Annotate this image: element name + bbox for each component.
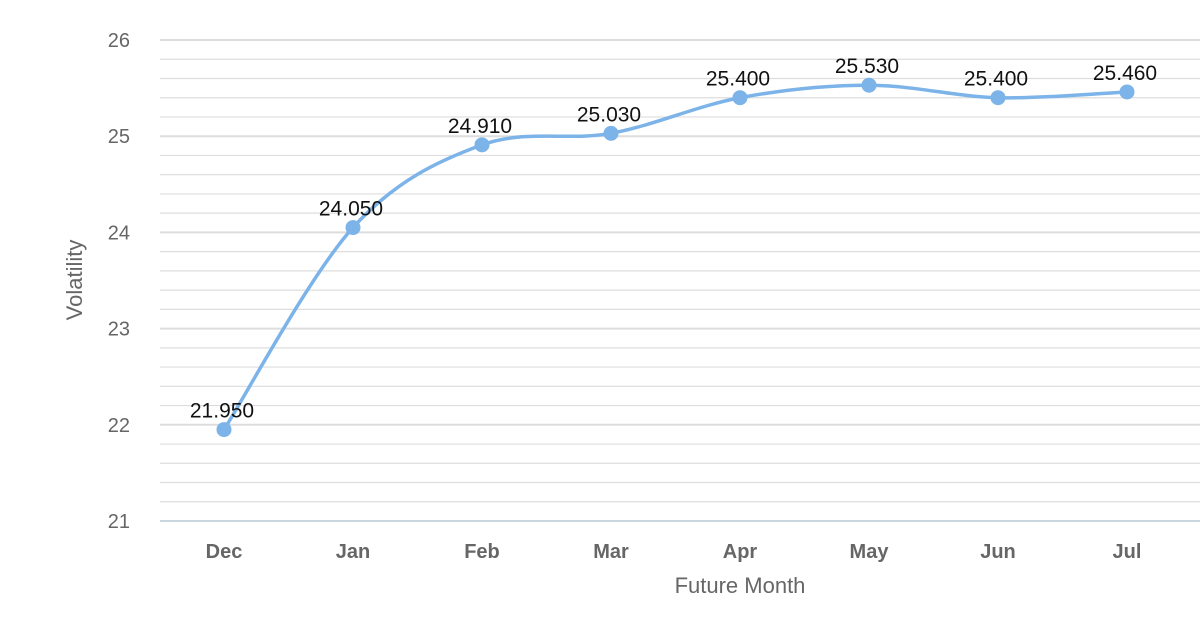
- y-axis-title: Volatility: [62, 240, 87, 321]
- y-tick-label: 23: [108, 319, 130, 341]
- data-label: 25.400: [706, 68, 770, 91]
- data-labels: 21.950 24.050 24.910 25.030 25.400 25.530 25.4…: [190, 55, 1157, 422]
- x-axis-title: Future Month: [675, 573, 806, 598]
- x-tick-label: Mar: [593, 541, 629, 563]
- data-point-marker: [861, 77, 877, 93]
- data-label: 24.050: [319, 198, 383, 221]
- y-tick-label: 21: [108, 511, 130, 533]
- x-tick-label: Jan: [336, 541, 370, 563]
- y-tick-label: 25: [108, 126, 130, 148]
- data-label: 25.460: [1093, 62, 1157, 85]
- y-tick-label: 24: [108, 222, 130, 244]
- data-label: 25.400: [964, 68, 1028, 91]
- data-point-marker: [603, 125, 619, 141]
- gridlines: [160, 39, 1200, 522]
- x-tick-label: Apr: [723, 541, 758, 563]
- y-tick-label: 26: [108, 30, 130, 52]
- x-tick-label: Feb: [464, 541, 500, 563]
- x-tick-label: Jun: [980, 541, 1016, 563]
- data-label: 25.030: [577, 103, 641, 126]
- y-axis-ticks: 21 22 23 24 25 26: [108, 30, 130, 533]
- data-point-marker: [474, 137, 490, 153]
- data-point-marker: [1119, 84, 1135, 100]
- data-point-marker: [216, 422, 232, 438]
- data-point-marker: [732, 90, 748, 106]
- y-tick-label: 22: [108, 415, 130, 437]
- data-label: 25.530: [835, 55, 899, 78]
- series: [216, 77, 1135, 438]
- x-tick-label: Dec: [206, 541, 243, 563]
- data-label: 24.910: [448, 115, 512, 138]
- data-point-marker: [990, 90, 1006, 106]
- x-tick-label: Jul: [1113, 541, 1142, 563]
- x-tick-label: May: [850, 541, 890, 563]
- data-label: 21.950: [190, 400, 254, 423]
- data-point-marker: [345, 220, 361, 236]
- x-axis-ticks: Dec Jan Feb Mar Apr May Jun Jul: [206, 541, 1142, 563]
